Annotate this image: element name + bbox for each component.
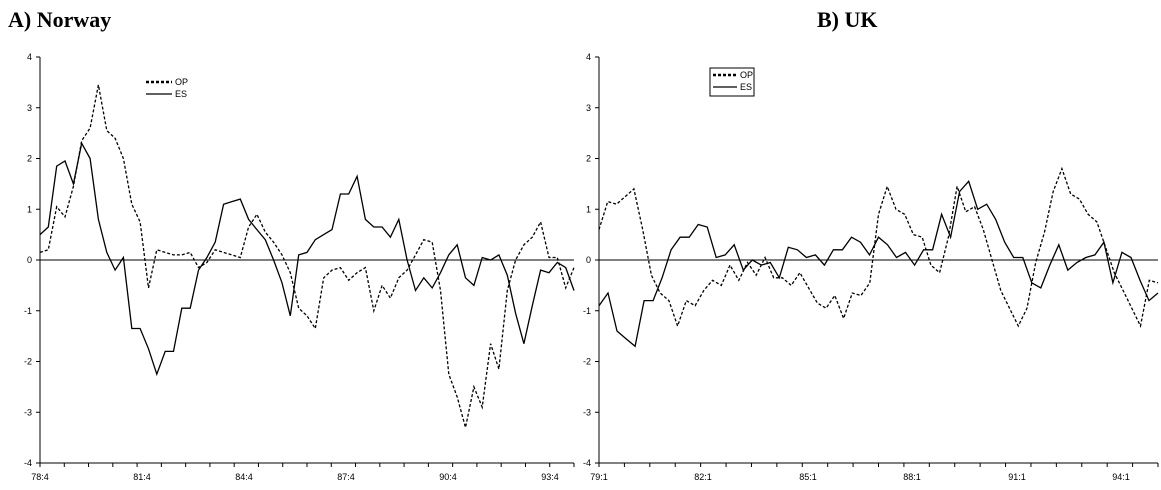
y-tick-label: -4 — [24, 458, 32, 468]
x-tick-label: 90:4 — [439, 472, 457, 482]
series-line-op — [39, 84, 575, 428]
y-tick-label: 4 — [27, 52, 32, 62]
y-tick-label: 3 — [27, 103, 32, 113]
y-tick-label: -1 — [583, 306, 591, 316]
chart-panel-uk: B) UK 4 3 2 1 0 -1 -2 -3 -4 79:1 82:1 85:1 88:1 91:1 94… — [583, 7, 1159, 482]
series-line-es — [598, 180, 1159, 348]
y-tick-label: -2 — [24, 357, 32, 367]
y-tick-label: 4 — [586, 52, 591, 62]
x-tick-label: 84:4 — [235, 472, 253, 482]
legend-label-op: OP — [175, 77, 188, 87]
y-tick-label: 1 — [27, 204, 32, 214]
chart-legend: OP ES — [709, 67, 755, 97]
x-tick-label: 88:1 — [903, 472, 921, 482]
y-tick-label: 2 — [586, 154, 591, 164]
y-tick-label: -3 — [24, 407, 32, 417]
x-tick-label: 78:4 — [31, 472, 49, 482]
series-line-es — [39, 141, 575, 377]
y-tick-label: 1 — [586, 204, 591, 214]
y-tick-label: 2 — [27, 154, 32, 164]
y-tick-label: 3 — [586, 103, 591, 113]
y-tick-label: 0 — [27, 255, 32, 265]
y-tick-label: -1 — [24, 306, 32, 316]
y-tick-label: -4 — [583, 458, 591, 468]
legend-label-es: ES — [175, 89, 187, 99]
x-tick-label: 85:1 — [799, 472, 817, 482]
x-tick-label: 91:1 — [1008, 472, 1026, 482]
y-tick-label: 0 — [586, 255, 591, 265]
series-line-op — [598, 166, 1159, 329]
x-tick-label: 94:1 — [1112, 472, 1130, 482]
x-tick-label: 87:4 — [337, 472, 355, 482]
chart-legend: OP ES — [146, 77, 188, 99]
chart-title: B) UK — [817, 7, 878, 32]
x-tick-label: 81:4 — [133, 472, 151, 482]
y-tick-label: -3 — [583, 407, 591, 417]
legend-box — [709, 67, 755, 97]
x-tick-label: 93:4 — [541, 472, 559, 482]
chart-panel-norway: A) Norway 4 3 2 1 0 -1 -2 -3 -4 78:4 81:4 84:4 87:4 90… — [8, 7, 575, 482]
y-tick-label: -2 — [583, 357, 591, 367]
chart-title: A) Norway — [8, 7, 111, 32]
legend-label-es: ES — [740, 82, 752, 92]
x-tick-label: 79:1 — [590, 472, 608, 482]
legend-label-op: OP — [740, 70, 753, 80]
x-tick-label: 82:1 — [694, 472, 712, 482]
